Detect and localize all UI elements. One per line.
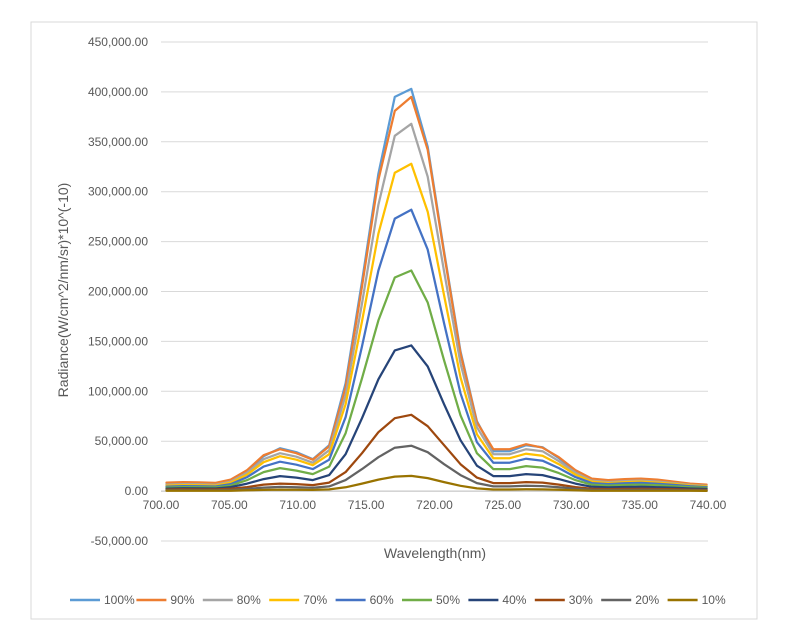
x-tick-label: 705.00 xyxy=(211,498,248,512)
series-line-40pct xyxy=(165,344,708,491)
y-tick-label: 50,000.00 xyxy=(95,434,149,448)
x-tick-label: 710.00 xyxy=(279,498,316,512)
legend-label: 90% xyxy=(170,593,194,607)
x-tick-label: 700.00 xyxy=(143,498,180,512)
legend-item: 10% xyxy=(667,593,726,607)
y-tick-label: 150,000.00 xyxy=(88,334,148,348)
y-tick-label: 200,000.00 xyxy=(88,285,148,299)
x-axis-title: Wavelength(nm) xyxy=(384,545,486,561)
legend-label: 20% xyxy=(635,593,659,607)
legend-label: 30% xyxy=(569,593,593,607)
x-tick-label: 730.00 xyxy=(553,498,590,512)
y-tick-label: 450,000.00 xyxy=(88,35,148,49)
legend-item: 80% xyxy=(202,593,261,607)
legend-item: 70% xyxy=(269,593,328,607)
series-line-10pct xyxy=(165,474,708,493)
legend-item: 40% xyxy=(468,593,527,607)
series-line-90pct xyxy=(165,95,708,486)
legend-label: 10% xyxy=(702,593,726,607)
legend-item: 50% xyxy=(402,593,460,607)
series-line-60pct xyxy=(165,208,708,489)
y-tick-label: -50,000.00 xyxy=(91,534,149,548)
x-axis-ticks: 700.00 705.00 710.00 715.00 720.00 725.00 730.… xyxy=(143,498,727,512)
series-lines xyxy=(165,87,708,493)
legend-label: 50% xyxy=(436,593,460,607)
legend-label: 100% xyxy=(104,593,135,607)
legend-item: 100% xyxy=(70,593,135,607)
legend-item: 60% xyxy=(335,593,394,607)
legend-label: 60% xyxy=(370,593,394,607)
series-line-50pct xyxy=(165,269,708,490)
x-tick-label: 720.00 xyxy=(416,498,453,512)
y-tick-label: 300,000.00 xyxy=(88,185,148,199)
y-tick-label: 350,000.00 xyxy=(88,135,148,149)
legend-label: 70% xyxy=(303,593,327,607)
legend-item: 90% xyxy=(136,593,195,607)
x-tick-label: 715.00 xyxy=(348,498,385,512)
legend-item: 30% xyxy=(534,593,593,607)
y-axis-title: Radiance(W/cm^2/nm/sr)*10^(-10) xyxy=(55,183,71,398)
y-tick-label: 0.00 xyxy=(125,484,149,498)
y-tick-label: 100,000.00 xyxy=(88,384,148,398)
y-tick-label: 400,000.00 xyxy=(88,85,148,99)
legend-item: 20% xyxy=(601,593,660,607)
x-tick-label: 735.00 xyxy=(621,498,658,512)
y-axis-ticks: -50,000.00 0.00 50,000.00 100,000.00 150,000… xyxy=(88,35,148,548)
chart-border xyxy=(30,21,758,620)
legend-label: 80% xyxy=(237,593,261,607)
legend: 100% 90% 80% 70% 60% 50% 40% 30% 20% 10% xyxy=(70,593,726,607)
x-tick-label: 725.00 xyxy=(485,498,522,512)
legend-label: 40% xyxy=(502,593,526,607)
y-tick-label: 250,000.00 xyxy=(88,235,148,249)
x-tick-label: 740.00 xyxy=(690,498,727,512)
